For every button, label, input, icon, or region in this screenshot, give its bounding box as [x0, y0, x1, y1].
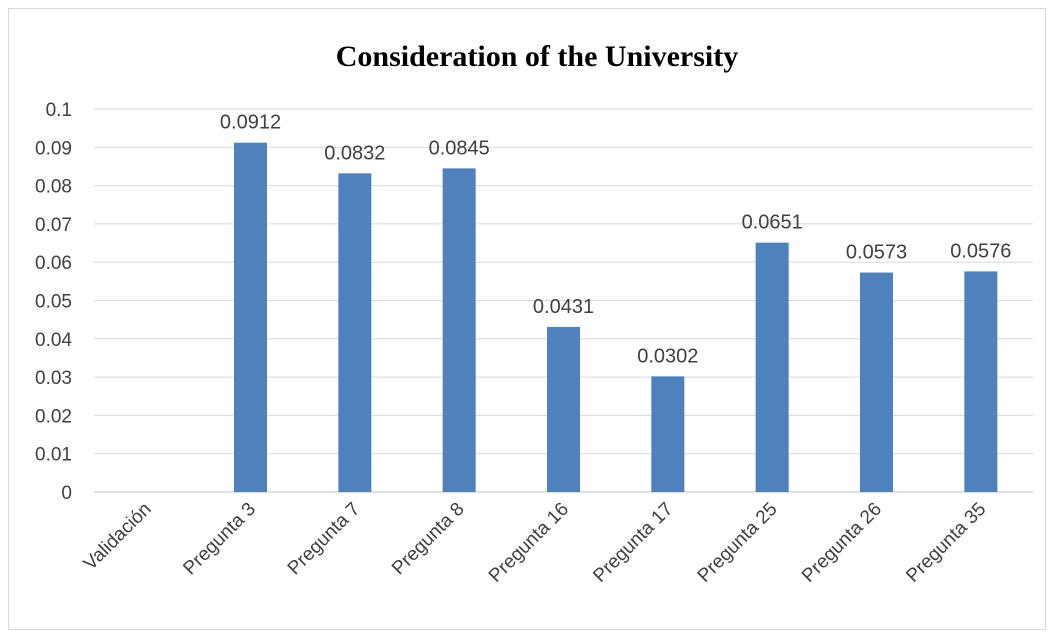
- data-label: 0.0832: [324, 142, 385, 164]
- x-category-label: Validación: [80, 499, 156, 575]
- y-tick-label: 0.07: [35, 215, 72, 236]
- x-category-label: Pregunta 35: [902, 499, 990, 587]
- bar: [547, 326, 580, 492]
- x-category-label: Pregunta 17: [589, 499, 677, 587]
- y-tick-label: 0.05: [35, 292, 72, 313]
- y-tick-label: 0.06: [35, 253, 72, 274]
- bar: [338, 173, 372, 492]
- x-category-label: Pregunta 3: [179, 499, 260, 580]
- data-label: 0.0651: [742, 212, 803, 234]
- x-category-label: Pregunta 8: [388, 499, 469, 580]
- y-tick-label: 0.04: [35, 330, 72, 351]
- y-tick-label: 0.09: [35, 138, 72, 159]
- bar: [442, 168, 476, 493]
- data-label: 0.0431: [533, 296, 594, 318]
- x-category-label: Pregunta 16: [485, 499, 573, 587]
- y-tick-label: 0: [61, 483, 72, 504]
- x-axis-categories: Validación Pregunta 3 Pregunta 7 Pregunta 8…: [80, 499, 991, 587]
- y-tick-label: 0.1: [46, 100, 72, 121]
- bar: [234, 142, 267, 493]
- data-label: 0.0573: [846, 242, 907, 264]
- bars: [234, 142, 998, 493]
- x-category-label: Pregunta 25: [694, 499, 782, 587]
- y-tick-label: 0.01: [35, 445, 72, 466]
- y-tick-label: 0.02: [35, 406, 72, 427]
- y-axis-ticks: 0 0.01 0.02 0.03 0.04 0.05 0.06 0.07 0.08 0.09 0.1: [35, 100, 72, 504]
- bar: [964, 271, 998, 492]
- bar: [860, 272, 893, 492]
- x-category-label: Pregunta 26: [798, 499, 886, 587]
- bar: [651, 376, 685, 492]
- data-label: 0.0845: [429, 137, 490, 159]
- data-label: 0.0912: [220, 112, 281, 134]
- data-label: 0.0576: [950, 240, 1011, 262]
- data-label: 0.0302: [637, 345, 698, 367]
- chart-title: Consideration of the University: [336, 40, 738, 73]
- bar: [755, 242, 789, 492]
- chart-frame: Consideration of the University 0 0.01 0.0…: [8, 8, 1046, 630]
- bar-chart: Consideration of the University 0 0.01 0.0…: [35, 40, 1033, 587]
- data-labels: 0.0912 0.0832 0.0845 0.0431 0.0302 0.0651 0.05…: [220, 112, 1012, 368]
- y-tick-label: 0.03: [35, 368, 72, 389]
- x-category-label: Pregunta 7: [284, 499, 365, 580]
- y-tick-label: 0.08: [35, 177, 72, 198]
